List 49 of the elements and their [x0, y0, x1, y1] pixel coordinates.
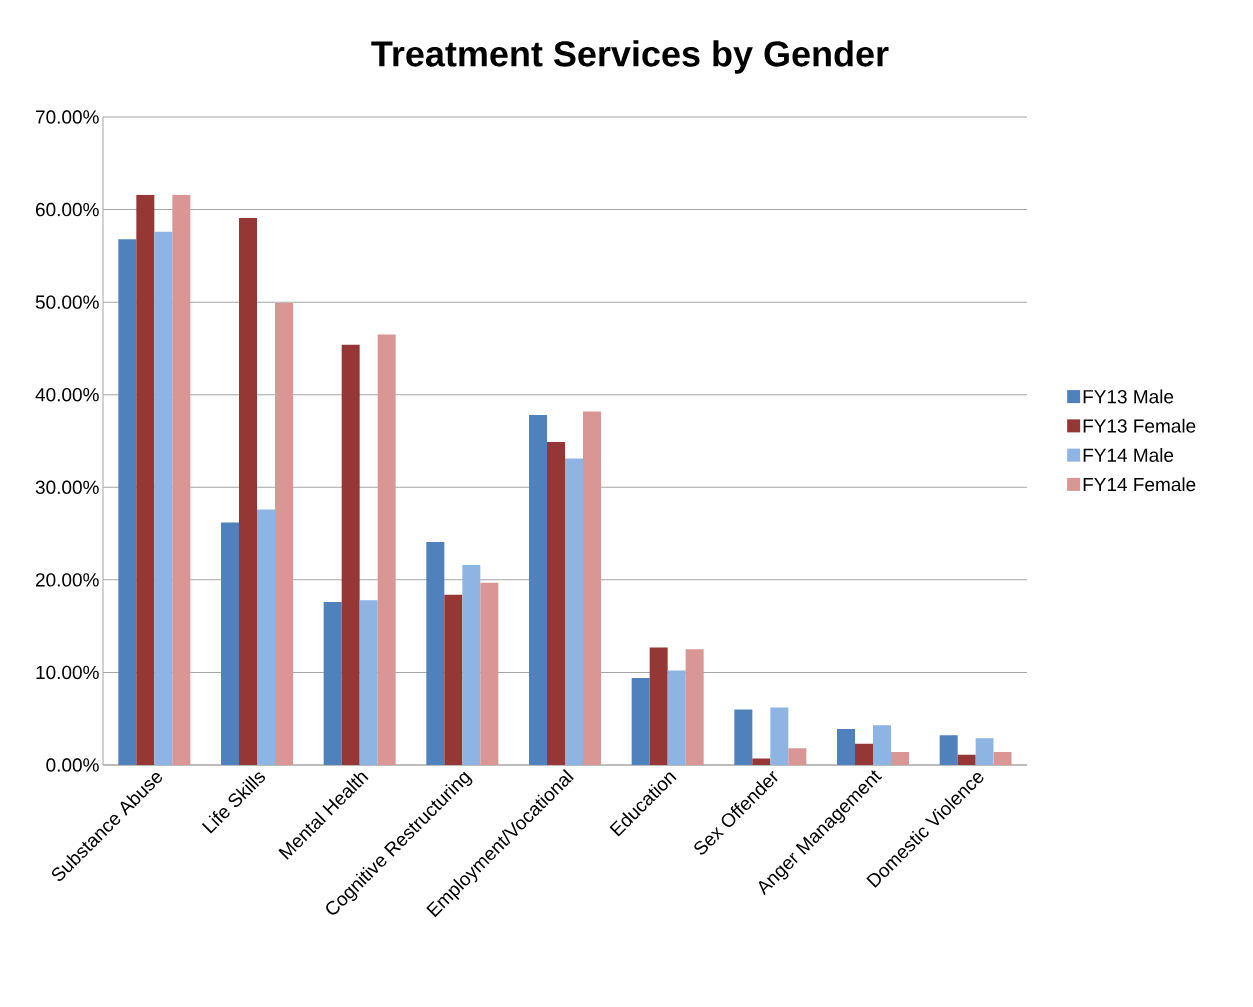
bar — [529, 415, 547, 765]
bar — [667, 670, 686, 765]
bar — [873, 725, 891, 765]
bar — [975, 738, 994, 765]
bar — [172, 194, 191, 765]
y-tick-label: 70.00% — [36, 110, 99, 124]
bar — [957, 754, 976, 765]
bar — [462, 565, 481, 765]
bar — [377, 334, 396, 765]
bar — [837, 728, 855, 765]
bar — [239, 217, 257, 765]
bar — [547, 441, 565, 765]
bar — [583, 411, 601, 765]
y-tick-label: 10.00% — [36, 665, 99, 680]
bar — [788, 748, 807, 765]
y-tick-label: 40.00% — [35, 387, 99, 402]
legend-label: FY14 Male — [1083, 448, 1174, 462]
bar — [426, 541, 445, 765]
y-tick-label: 0.00% — [46, 758, 99, 772]
y-tick-label: 60.00% — [35, 202, 99, 217]
bar — [221, 522, 239, 765]
legend-label: FY13 Female — [1083, 418, 1196, 433]
bar — [480, 582, 499, 765]
bar — [275, 303, 293, 765]
legend-label: FY14 Female — [1083, 477, 1196, 492]
bar — [359, 600, 378, 765]
bar — [565, 458, 583, 765]
bar — [118, 239, 137, 765]
bar — [993, 752, 1012, 765]
bar — [136, 194, 155, 765]
bar — [154, 231, 173, 765]
bar — [891, 752, 909, 765]
bar — [323, 602, 342, 765]
bar — [257, 509, 275, 765]
bar — [752, 758, 771, 765]
chart-title: Treatment Services by Gender — [371, 40, 889, 74]
bar — [685, 649, 704, 765]
y-tick-label: 50.00% — [35, 295, 99, 309]
bar — [734, 709, 753, 765]
bar — [939, 735, 958, 765]
bar — [444, 594, 463, 765]
bar — [649, 647, 668, 765]
legend-label: FY13 Male — [1083, 389, 1174, 404]
y-tick-label: 30.00% — [35, 480, 99, 495]
bar — [770, 707, 789, 765]
bar — [631, 677, 650, 765]
y-tick-label: 20.00% — [35, 573, 99, 587]
bar — [855, 743, 873, 765]
bar — [341, 344, 360, 765]
